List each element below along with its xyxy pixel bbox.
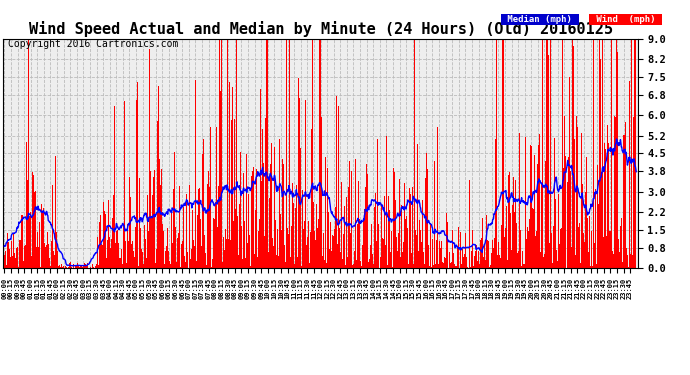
Title: Wind Speed Actual and Median by Minute (24 Hours) (Old) 20160125: Wind Speed Actual and Median by Minute (… xyxy=(28,21,613,38)
Text: Median (mph): Median (mph) xyxy=(502,15,578,24)
Text: Wind  (mph): Wind (mph) xyxy=(591,15,660,24)
Text: Copyright 2016 Cartronics.com: Copyright 2016 Cartronics.com xyxy=(8,39,179,50)
